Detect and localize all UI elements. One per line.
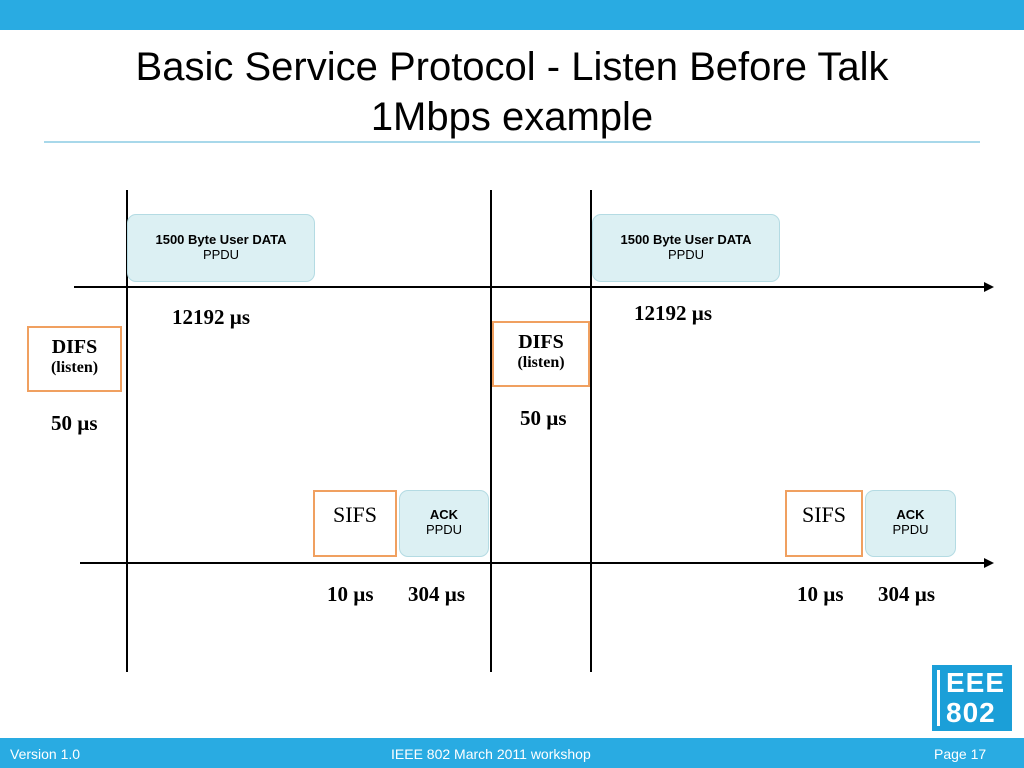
logo-line-2: 802 bbox=[946, 697, 996, 728]
sifs-block-1: SIFS bbox=[313, 490, 397, 557]
frame-boundary-line-3 bbox=[590, 190, 592, 672]
data-ppdu-block-2: 1500 Byte User DATA PPDU bbox=[592, 214, 780, 282]
ack-ppdu-label: ACK bbox=[896, 507, 925, 522]
data-ppdu-label: 1500 Byte User DATA bbox=[620, 232, 752, 247]
difs-duration-1: 50 µs bbox=[51, 411, 98, 435]
difs-label: DIFS bbox=[518, 331, 564, 353]
ack-duration-1: 304 µs bbox=[408, 582, 466, 606]
difs-block-1: DIFS (listen) bbox=[27, 326, 122, 392]
data-ppdu-sublabel: PPDU bbox=[202, 247, 240, 262]
sifs-duration-2: 10 µs bbox=[797, 582, 844, 606]
difs-block-2: DIFS (listen) bbox=[492, 321, 590, 387]
transmitter-timeline bbox=[74, 286, 986, 288]
data-ppdu-label: 1500 Byte User DATA bbox=[155, 232, 287, 247]
transmitter-timeline-arrowhead bbox=[984, 282, 994, 292]
sifs-label: SIFS bbox=[332, 502, 378, 527]
sifs-duration-1: 10 µs bbox=[327, 582, 374, 606]
sifs-block-2: SIFS bbox=[785, 490, 863, 557]
slide-title: Basic Service Protocol - Listen Before T… bbox=[0, 42, 1024, 142]
frame-boundary-line-2 bbox=[490, 190, 492, 672]
ack-ppdu-sublabel: PPDU bbox=[892, 522, 929, 537]
data-duration-1: 12192 µs bbox=[172, 305, 251, 329]
title-line-2: 1Mbps example bbox=[370, 95, 654, 139]
ack-ppdu-block-1: ACK PPDU bbox=[399, 490, 489, 557]
footer-bar bbox=[0, 738, 1024, 768]
footer-page-number: Page 17 bbox=[934, 746, 987, 762]
footer-version: Version 1.0 bbox=[10, 746, 81, 762]
data-ppdu-sublabel: PPDU bbox=[667, 247, 705, 262]
data-ppdu-block-1: 1500 Byte User DATA PPDU bbox=[127, 214, 315, 282]
ieee-802-logo: EEE 802 bbox=[932, 665, 1012, 731]
data-duration-2: 12192 µs bbox=[634, 301, 713, 325]
difs-sublabel: (listen) bbox=[50, 359, 99, 376]
footer-event: IEEE 802 March 2011 workshop bbox=[391, 746, 591, 762]
logo-stripe bbox=[937, 670, 940, 726]
ack-duration-2: 304 µs bbox=[878, 582, 936, 606]
difs-sublabel: (listen) bbox=[517, 354, 565, 371]
logo-line-1: EEE bbox=[946, 667, 1006, 698]
frame-boundary-line-1 bbox=[126, 190, 128, 672]
difs-label: DIFS bbox=[51, 336, 98, 358]
sifs-label: SIFS bbox=[801, 502, 847, 527]
receiver-timeline-arrowhead bbox=[984, 558, 994, 568]
title-line-1: Basic Service Protocol - Listen Before T… bbox=[135, 45, 889, 89]
title-divider bbox=[44, 141, 980, 143]
receiver-timeline bbox=[80, 562, 986, 564]
ack-ppdu-label: ACK bbox=[429, 507, 459, 522]
top-bar bbox=[0, 0, 1024, 30]
ack-ppdu-block-2: ACK PPDU bbox=[865, 490, 956, 557]
difs-duration-2: 50 µs bbox=[520, 406, 567, 430]
ack-ppdu-sublabel: PPDU bbox=[425, 522, 463, 537]
